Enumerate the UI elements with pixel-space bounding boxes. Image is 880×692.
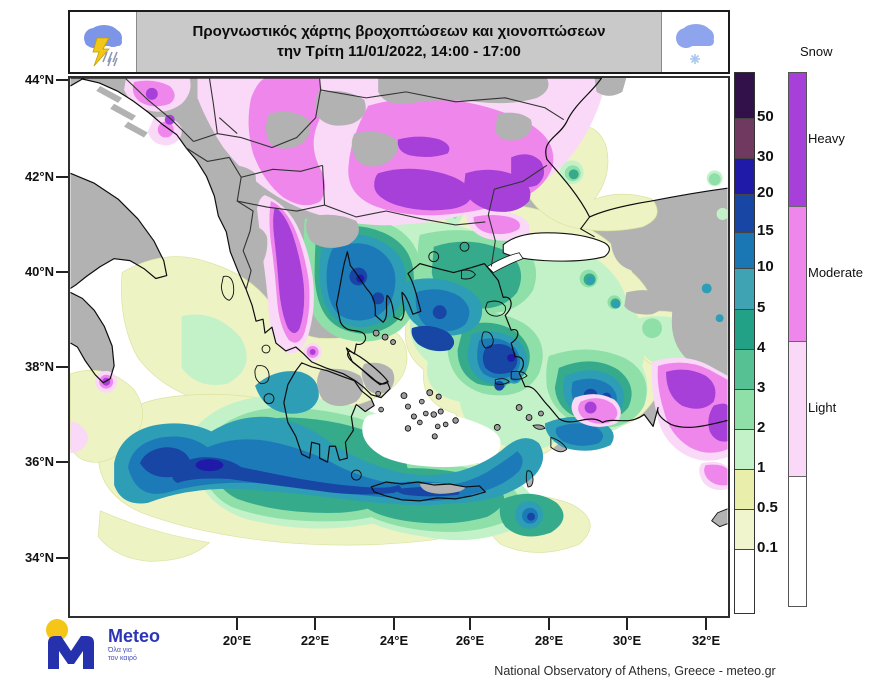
lon-tick [705, 618, 707, 630]
gray-patches-turkey [562, 231, 728, 368]
lat-tick [56, 461, 68, 463]
snow-legend-label: Light [808, 399, 837, 415]
lat-label: 42°N [24, 169, 54, 184]
storm-cloud-icon [84, 25, 122, 67]
lon-tick [548, 618, 550, 630]
snow-heavy-layer [102, 87, 728, 442]
lon-label: 26°E [455, 633, 485, 648]
gray-patches-north [214, 78, 627, 270]
rain-legend-value: 0.5 [757, 499, 778, 516]
lat-tick [56, 79, 68, 81]
snow-icon-box [661, 12, 728, 72]
snow-colorbar [788, 72, 807, 607]
meteo-logo: Meteo Όλα για τον καιρό [40, 614, 230, 676]
lon-label: 30°E [612, 633, 642, 648]
snow-legend-label: Moderate [808, 264, 863, 280]
lon-tick [236, 618, 238, 630]
rain-legend-value: 4 [757, 339, 766, 356]
lat-tick [56, 176, 68, 178]
rain-colorbar-segment [735, 118, 754, 158]
meteo-logo-icon [46, 619, 94, 669]
lon-label: 32°E [691, 633, 721, 648]
rain-legend-value: 30 [757, 148, 774, 165]
attribution-text: National Observatory of Athens, Greece -… [494, 664, 776, 678]
lat-tick [56, 271, 68, 273]
rain-legend-value: 0.1 [757, 539, 778, 556]
lon-tick [626, 618, 628, 630]
lat-label: 34°N [24, 550, 54, 565]
snow-cloud-icon [676, 24, 714, 64]
map-title-line1: Προγνωστικός χάρτης βροχοπτώσεων και χιο… [192, 23, 606, 40]
rain-colorbar-segment [735, 232, 754, 268]
rain-colorbar-segment [735, 469, 754, 509]
coastline-layer [70, 78, 728, 528]
rain-legend-value: 1 [757, 459, 766, 476]
rain-legend-value: 20 [757, 184, 774, 201]
rain-legend-value: 3 [757, 379, 766, 396]
rain-colorbar-segment [735, 549, 754, 613]
rain-legend-value: 50 [757, 108, 774, 125]
snow-colorbar-segment [789, 73, 806, 206]
rain-navy-layer [139, 267, 612, 521]
small-islands-layer [372, 329, 546, 440]
lon-tick [469, 618, 471, 630]
lon-tick [314, 618, 316, 630]
rain-colorbar-segment [735, 349, 754, 389]
rain-colorbar-segment [735, 268, 754, 309]
map-title: Προγνωστικός χάρτης βροχοπτώσεων και χιο… [137, 12, 661, 72]
snow-legend-title: Snow [800, 44, 833, 59]
meteo-logo-tagline: Όλα για τον καιρό [108, 647, 137, 662]
lat-tick [56, 366, 68, 368]
lat-label: 44°N [24, 72, 54, 87]
title-bar: Προγνωστικός χάρτης βροχοπτώσεων και χιο… [68, 10, 730, 74]
forecast-map-canvas [70, 78, 728, 562]
lon-tick [393, 618, 395, 630]
lon-label: 22°E [300, 633, 330, 648]
rain-colorbar-segment [735, 194, 754, 232]
lat-label: 36°N [24, 454, 54, 469]
forecast-map [68, 76, 730, 618]
rain-colorbar-segment [735, 509, 754, 549]
rain-legend-value: 10 [757, 258, 774, 275]
lat-label: 38°N [24, 359, 54, 374]
meteo-logo-text: Meteo Όλα για τον καιρό [108, 627, 160, 663]
rain-colorbar-segment [735, 389, 754, 429]
rain-legend-value: 5 [757, 299, 766, 316]
snow-colorbar-segment [789, 206, 806, 341]
snow-legend-label: Heavy [808, 130, 845, 146]
meteo-logo-name: Meteo [108, 626, 161, 646]
border-layer [124, 78, 565, 290]
rain-colorbar-segment [735, 158, 754, 194]
lat-tick [56, 557, 68, 559]
map-title-line2: την Τρίτη 11/01/2022, 14:00 - 17:00 [277, 43, 521, 60]
rain-legend-value: 15 [757, 222, 774, 239]
lon-label: 24°E [379, 633, 409, 648]
white-gaps [362, 216, 610, 468]
rain-colorbar-segment [735, 73, 754, 118]
rain-legend-value: 2 [757, 419, 766, 436]
snow-colorbar-segment [789, 476, 806, 606]
rainfall-colorbar [734, 72, 755, 614]
lon-label: 28°E [534, 633, 564, 648]
rain-colorbar-segment [735, 309, 754, 349]
lat-label: 40°N [24, 264, 54, 279]
snow-colorbar-segment [789, 341, 806, 476]
lon-label: 20°E [222, 633, 252, 648]
storm-icon-box [70, 12, 137, 72]
rain-colorbar-segment [735, 429, 754, 469]
